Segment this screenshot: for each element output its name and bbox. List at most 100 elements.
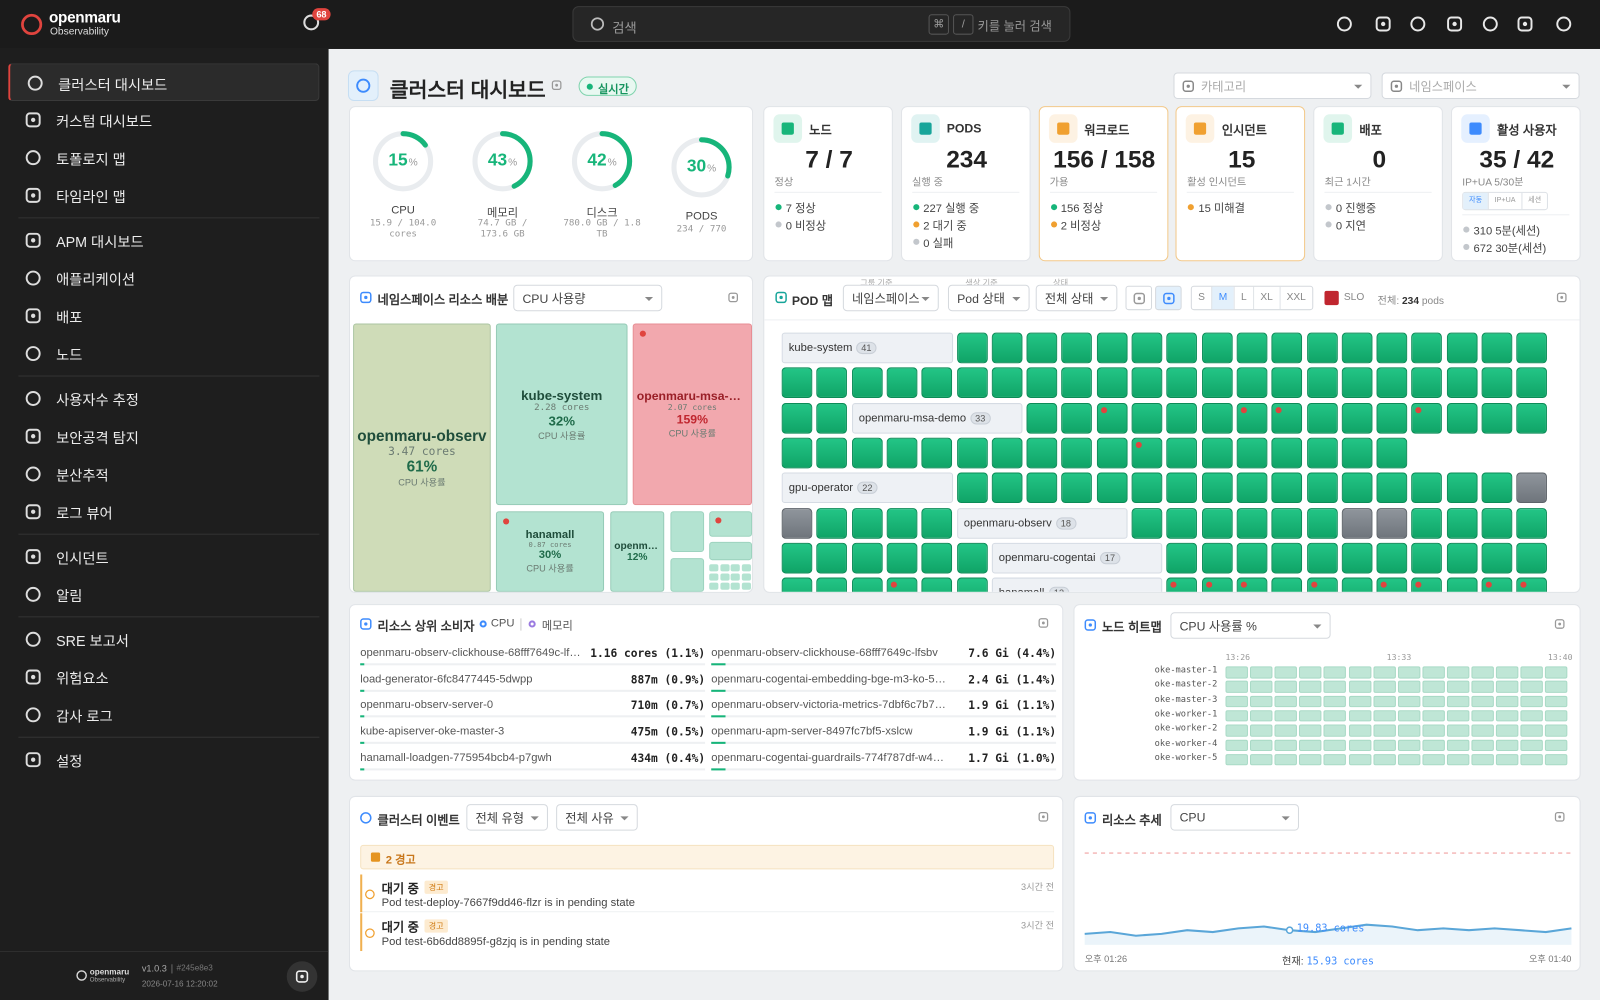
pod-tile[interactable] — [1166, 507, 1198, 539]
heat-cell[interactable] — [1397, 710, 1421, 722]
pod-tile[interactable] — [1201, 542, 1233, 574]
heat-cell[interactable] — [1422, 739, 1445, 752]
pod-tile[interactable] — [1446, 507, 1478, 539]
heat-cell[interactable] — [1397, 695, 1421, 708]
heat-cell[interactable] — [1471, 724, 1494, 737]
heat-cell[interactable] — [1274, 695, 1298, 708]
heat-cell[interactable] — [1471, 666, 1494, 679]
toolbar-button[interactable] — [1374, 15, 1392, 33]
pod-tile[interactable] — [1411, 577, 1443, 592]
pod-tile[interactable] — [1096, 437, 1128, 469]
pod-tile[interactable] — [1306, 542, 1338, 574]
heat-cell[interactable] — [1225, 695, 1248, 708]
pod-tile[interactable] — [1376, 542, 1408, 574]
pod-tile[interactable] — [921, 577, 953, 592]
heat-cell[interactable] — [1373, 695, 1396, 708]
heat-cell[interactable] — [1446, 666, 1470, 679]
pod-tile[interactable] — [1306, 472, 1338, 504]
heat-cell[interactable] — [1348, 724, 1371, 737]
pod-tile[interactable] — [956, 437, 988, 469]
pod-tile[interactable] — [1096, 367, 1128, 399]
pod-tile[interactable] — [1341, 437, 1373, 469]
namespace-label[interactable]: openmaru-msa-demo 33 — [851, 402, 1023, 434]
pod-tile[interactable] — [1271, 367, 1303, 399]
menu-item[interactable]: APM 대시보드 — [8, 221, 319, 259]
size-button[interactable]: XXL — [1279, 286, 1312, 310]
pod-tile[interactable] — [1481, 402, 1513, 434]
treemap-tile[interactable]: kube-system 2.28 cores 32% CPU 사용률 — [495, 323, 628, 506]
heat-cell[interactable] — [1250, 695, 1273, 708]
pod-tile[interactable] — [1341, 507, 1373, 539]
heat-cell[interactable] — [1520, 724, 1544, 737]
pod-tile[interactable] — [1236, 332, 1268, 364]
pod-tile[interactable] — [1131, 472, 1163, 504]
collapse-button[interactable] — [286, 961, 318, 992]
control-select[interactable]: 전체 상태 — [1035, 284, 1118, 312]
pod-tile[interactable] — [1166, 542, 1198, 574]
pod-tile[interactable] — [1411, 367, 1443, 399]
pod-tile[interactable] — [1271, 332, 1303, 364]
menu-item[interactable]: 배포 — [8, 297, 319, 335]
menu-item[interactable]: 인시던트 — [8, 538, 319, 576]
heat-cell[interactable] — [1520, 753, 1544, 766]
pod-tile[interactable] — [1306, 402, 1338, 434]
heat-cell[interactable] — [1299, 695, 1322, 708]
pod-tile[interactable] — [1201, 577, 1233, 592]
heat-cell[interactable] — [1496, 710, 1519, 722]
card-tab[interactable]: IP+UA — [1487, 192, 1521, 210]
heat-cell[interactable] — [1299, 739, 1322, 752]
heat-cell[interactable] — [1446, 739, 1470, 752]
pod-tile[interactable] — [1236, 542, 1268, 574]
pod-tile[interactable] — [1236, 472, 1268, 504]
heat-cell[interactable] — [1446, 695, 1470, 708]
pod-tile[interactable] — [1131, 437, 1163, 469]
toolbar-button[interactable] — [1446, 15, 1464, 33]
view-toggle[interactable] — [1155, 285, 1182, 311]
pod-tile[interactable] — [921, 507, 953, 539]
expand-button[interactable] — [728, 292, 739, 303]
heat-cell[interactable] — [1274, 753, 1298, 766]
pod-tile[interactable] — [1341, 332, 1373, 364]
pod-tile[interactable] — [1376, 402, 1408, 434]
card-tab[interactable]: 세션 — [1521, 192, 1547, 210]
pod-tile[interactable] — [816, 367, 848, 399]
heat-cell[interactable] — [1274, 666, 1298, 679]
heat-cell[interactable] — [1373, 739, 1396, 752]
pod-tile[interactable] — [816, 577, 848, 592]
pod-tile[interactable] — [1236, 402, 1268, 434]
pod-tile[interactable] — [1411, 402, 1443, 434]
pod-tile[interactable] — [1131, 367, 1163, 399]
heat-cell[interactable] — [1225, 680, 1248, 693]
heat-cell[interactable] — [1446, 710, 1470, 722]
namespace-label[interactable]: kube-system 41 — [781, 332, 953, 364]
pod-tile[interactable] — [1271, 577, 1303, 592]
pod-tile[interactable] — [781, 577, 813, 592]
pod-tile[interactable] — [1341, 577, 1373, 592]
heat-cell[interactable] — [1323, 710, 1347, 722]
heat-cell[interactable] — [1496, 724, 1519, 737]
pod-tile[interactable] — [1516, 472, 1548, 504]
pod-tile[interactable] — [1516, 577, 1548, 592]
notification-button[interactable] — [302, 13, 322, 33]
heat-cell[interactable] — [1545, 724, 1568, 737]
pod-tile[interactable] — [1271, 402, 1303, 434]
menu-item[interactable]: 보안공격 탐지 — [8, 417, 319, 455]
toolbar-button[interactable] — [1409, 15, 1427, 33]
heat-cell[interactable] — [1422, 680, 1445, 693]
pod-tile[interactable] — [1481, 332, 1513, 364]
pod-tile[interactable] — [956, 367, 988, 399]
pod-tile[interactable] — [1166, 367, 1198, 399]
namespace-label[interactable]: hanamall13 — [991, 577, 1163, 592]
metric-select[interactable]: CPU 사용률 % — [1170, 612, 1331, 639]
pod-tile[interactable] — [1026, 402, 1058, 434]
menu-item[interactable]: 타임라인 맵 — [8, 177, 319, 215]
pod-tile[interactable] — [1131, 507, 1163, 539]
heat-cell[interactable] — [1422, 710, 1445, 722]
treemap-tile[interactable]: hanamall 0.87 cores 30% CPU 사용률 — [495, 511, 605, 592]
pod-tile[interactable] — [851, 577, 883, 592]
toolbar-button[interactable] — [1336, 15, 1354, 33]
heat-cell[interactable] — [1323, 680, 1347, 693]
pod-tile[interactable] — [1446, 542, 1478, 574]
pod-tile[interactable] — [1271, 472, 1303, 504]
pod-tile[interactable] — [1341, 367, 1373, 399]
